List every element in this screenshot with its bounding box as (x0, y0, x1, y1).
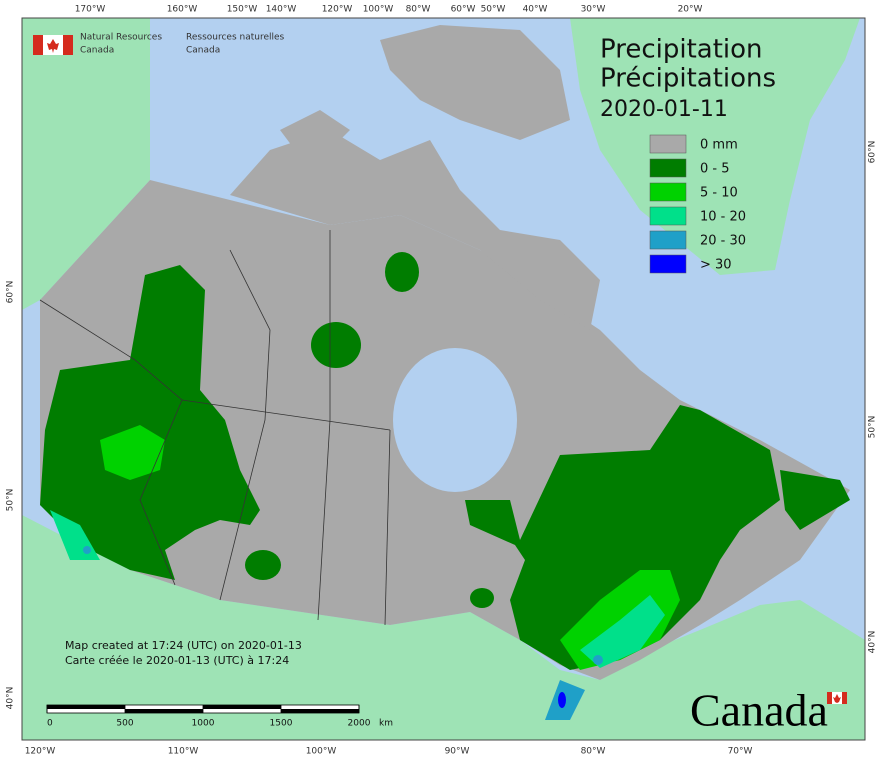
scale-segment (125, 709, 203, 713)
greenland (570, 18, 860, 275)
legend-label: 0 mm (700, 138, 738, 153)
longitude-label: 90°W (445, 747, 470, 757)
scale-bar: 0 500 1000 1500 2000 km (46, 704, 393, 729)
legend-label: 5 - 10 (700, 186, 738, 201)
borders (39, 230, 391, 626)
precip-south-10-20 (580, 595, 665, 668)
org-fr: Canada (186, 46, 220, 56)
org-en: Natural Resources (80, 33, 162, 43)
longitude-label: 100°W (363, 5, 394, 15)
longitude-label: 30°W (581, 5, 606, 15)
title: Precipitation (600, 35, 763, 65)
scale-label: 0 (47, 719, 53, 729)
precip-west-5-10 (100, 425, 165, 480)
longitude-label: 80°W (406, 5, 431, 15)
legend-swatch (649, 182, 687, 202)
longitude-label: 100°W (306, 747, 337, 757)
precip-sask (245, 550, 281, 580)
longitude-label: 120°W (322, 5, 353, 15)
precip-island (385, 252, 419, 292)
hudson-bay (393, 348, 517, 492)
legend-swatch (649, 230, 687, 250)
legend-label: > 30 (700, 258, 732, 273)
scale-label: 500 (116, 719, 133, 729)
legend-label: 10 - 20 (700, 210, 746, 225)
scale-label: 1000 (192, 719, 215, 729)
usa (22, 515, 865, 740)
legend-swatch (649, 158, 687, 178)
precip-ont (470, 588, 494, 608)
precip-ontario-30 (558, 692, 566, 708)
wordmark-flag (827, 692, 847, 704)
precip-west (40, 265, 260, 580)
latitude-label: 50°N (6, 489, 16, 512)
nrcan-flag (33, 35, 73, 55)
grid-labels: 170°W 160°W 150°W 140°W 120°W 100°W 80°W 60°W 50… (6, 5, 878, 757)
org-fr: Ressources naturelles (186, 33, 285, 43)
legend-swatch (649, 254, 687, 274)
scale-segment (203, 705, 281, 709)
wordmark: Canada (690, 685, 828, 736)
longitude-label: 120°W (25, 747, 56, 757)
scale-label: 1500 (270, 719, 293, 729)
longitude-label: 170°W (75, 5, 106, 15)
latitude-label: 40°N (868, 631, 878, 654)
longitude-label: 80°W (581, 747, 606, 757)
ellesmere (380, 25, 570, 140)
scale-segment (47, 705, 125, 709)
latitude-label: 50°N (868, 416, 878, 439)
legend-label: 20 - 30 (700, 234, 746, 249)
org-en: Canada (80, 46, 114, 56)
latitude-label: 40°N (6, 687, 16, 710)
arctic-islands (230, 130, 600, 330)
longitude-label: 140°W (266, 5, 297, 15)
longitude-label: 70°W (728, 747, 753, 757)
precip-nfld (780, 470, 850, 530)
legend-swatch (649, 134, 687, 154)
longitude-label: 150°W (227, 5, 258, 15)
longitude-label: 20°W (678, 5, 703, 15)
longitude-label: 160°W (167, 5, 198, 15)
longitude-label: 110°W (168, 747, 199, 757)
latitude-label: 60°N (6, 281, 16, 304)
date: 2020-01-11 (600, 97, 728, 122)
scale-label: 2000 (348, 719, 371, 729)
legend-label: 0 - 5 (700, 162, 730, 177)
note: Map created at 17:24 (UTC) on 2020-01-13 (65, 639, 302, 652)
longitude-label: 40°W (523, 5, 548, 15)
precip-north (311, 322, 361, 368)
legend: 0 mm 0 - 5 5 - 10 10 - 20 20 - 30 > 30 (649, 134, 746, 274)
island (280, 110, 350, 150)
precip-east (465, 405, 780, 670)
frame (21, 17, 866, 741)
note: Carte créée le 2020-01-13 (UTC) à 17:24 (65, 654, 289, 667)
longitude-label: 50°W (481, 5, 506, 15)
title: Précipitations (600, 64, 776, 94)
latitude-label: 60°N (868, 141, 878, 164)
legend-swatch (649, 206, 687, 226)
precip-coast-20 (83, 546, 91, 554)
precip-spot (593, 655, 603, 665)
alaska (22, 18, 150, 310)
scale-unit: km (379, 719, 393, 729)
scale-segment (281, 709, 359, 713)
longitude-label: 60°W (451, 5, 476, 15)
